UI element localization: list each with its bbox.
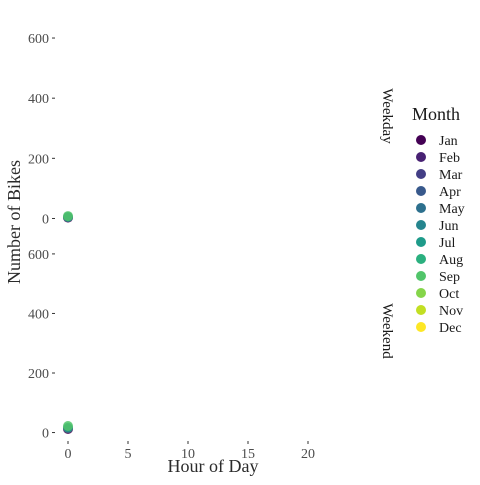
legend-item-sep: Sep — [416, 270, 460, 285]
y-tick-label: 200 — [28, 367, 49, 382]
legend-label: May — [439, 202, 465, 217]
legend-label: Jul — [439, 236, 455, 251]
y-tick-label: 600 — [28, 32, 49, 47]
legend-item-may: May — [416, 202, 465, 217]
legend-title: Month — [412, 104, 460, 124]
legend-swatch — [416, 237, 426, 247]
legend-item-aug: Aug — [416, 253, 463, 268]
legend-label: Sep — [439, 270, 460, 285]
legend-item-dec: Dec — [416, 321, 462, 336]
legend-swatch — [416, 186, 426, 196]
y-tick-label: 400 — [28, 307, 49, 322]
data-point-sep — [63, 421, 73, 432]
x-axis-title: Hour of Day — [168, 456, 259, 476]
y-tick-label: 600 — [28, 248, 49, 263]
legend: Jan Feb Mar Apr May Jun Jul Aug Sep Oct Nov Dec — [416, 134, 465, 336]
legend-swatch — [416, 305, 426, 315]
data-point-sep — [63, 211, 73, 222]
panels-layer: 0 200 400 600 Weekday 0 200 400 600 Weekend 0 5 10 15… — [28, 32, 395, 462]
x-axis: 0 5 10 15 20 — [65, 441, 315, 462]
x-tick-label: 5 — [125, 447, 132, 462]
x-tick-label: 10 — [181, 447, 195, 462]
facet-strip-label: Weekday — [379, 88, 395, 144]
legend-swatch — [416, 220, 426, 230]
legend-label: Apr — [439, 185, 461, 200]
legend-swatch — [416, 288, 426, 298]
legend-item-mar: Mar — [416, 168, 463, 183]
x-tick-label: 20 — [301, 447, 315, 462]
legend-swatch — [416, 169, 426, 179]
legend-swatch — [416, 203, 426, 213]
legend-label: Dec — [439, 321, 462, 336]
legend-item-oct: Oct — [416, 287, 459, 302]
legend-swatch — [416, 254, 426, 264]
legend-label: Feb — [439, 151, 460, 166]
legend-swatch — [416, 322, 426, 332]
y-tick-label: 400 — [28, 92, 49, 107]
y-tick-label: 200 — [28, 152, 49, 167]
x-tick-label: 15 — [241, 447, 255, 462]
facet-strip-label: Weekend — [379, 303, 395, 359]
legend-label: Jun — [439, 219, 458, 234]
legend-swatch — [416, 271, 426, 281]
legend-swatch — [416, 135, 426, 145]
legend-item-feb: Feb — [416, 151, 460, 166]
panel-weekday: 0 200 400 600 Weekday — [28, 32, 395, 227]
y-tick-label: 0 — [42, 212, 49, 227]
panel-weekend: 0 200 400 600 Weekend — [28, 248, 395, 442]
legend-label: Nov — [439, 304, 463, 319]
y-tick-label: 0 — [42, 427, 49, 442]
legend-label: Mar — [439, 168, 463, 183]
legend-label: Aug — [439, 253, 463, 268]
y-axis-title: Number of Bikes — [4, 160, 24, 284]
x-tick-label: 0 — [65, 447, 72, 462]
legend-item-jul: Jul — [416, 236, 455, 251]
legend-label: Oct — [439, 287, 459, 302]
legend-item-jun: Jun — [416, 219, 458, 234]
legend-label: Jan — [439, 134, 458, 149]
legend-item-jan: Jan — [416, 134, 458, 149]
legend-swatch — [416, 152, 426, 162]
legend-item-nov: Nov — [416, 304, 463, 319]
legend-item-apr: Apr — [416, 185, 461, 200]
